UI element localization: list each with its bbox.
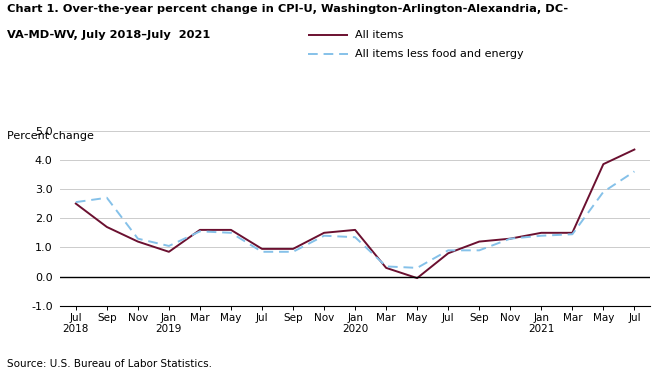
Text: Source: U.S. Bureau of Labor Statistics.: Source: U.S. Bureau of Labor Statistics. <box>7 359 212 369</box>
Text: All items: All items <box>355 31 403 40</box>
Text: VA-MD-WV, July 2018–July  2021: VA-MD-WV, July 2018–July 2021 <box>7 30 210 40</box>
Text: Percent change: Percent change <box>7 131 94 141</box>
Text: All items less food and energy: All items less food and energy <box>355 49 524 59</box>
Text: Chart 1. Over-the-year percent change in CPI-U, Washington-Arlington-Alexandria,: Chart 1. Over-the-year percent change in… <box>7 4 568 14</box>
